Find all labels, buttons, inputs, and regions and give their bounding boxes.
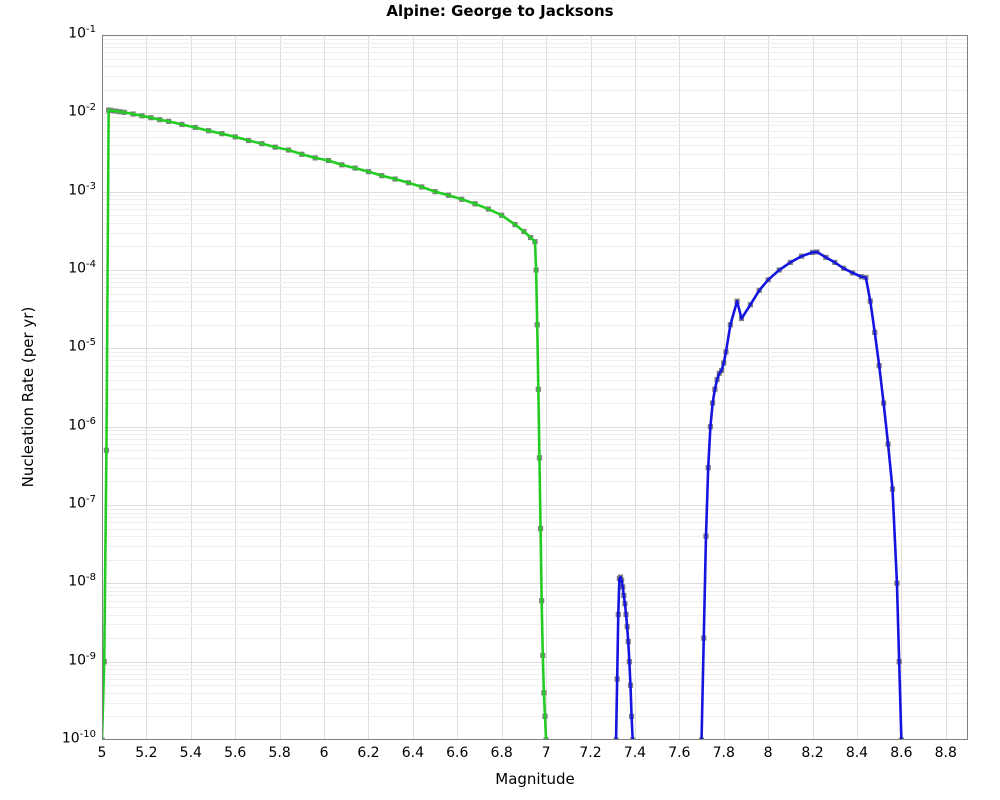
x-tick-label: 5.2 — [135, 745, 158, 761]
series-line — [700, 250, 903, 742]
x-axis-label: Magnitude — [495, 770, 575, 788]
x-tick-label: 6.8 — [490, 745, 513, 761]
y-tick-label: 10-10 — [61, 729, 96, 747]
x-tick-label: 8.2 — [801, 745, 824, 761]
series-line — [100, 108, 548, 742]
x-tick-label: 5.4 — [179, 745, 202, 761]
x-tick-label: 7.4 — [623, 745, 647, 761]
x-tick-label: 5.6 — [224, 745, 247, 761]
x-tick-label: 6.6 — [446, 745, 469, 761]
y-tick-label: 10-2 — [68, 102, 96, 120]
y-tick-label: 10-3 — [68, 180, 96, 199]
plot-area — [99, 35, 968, 743]
y-axis-label: Nucleation Rate (per yr) — [19, 306, 37, 488]
y-tick-label: 10-6 — [68, 415, 96, 434]
x-tick-label: 8.4 — [845, 745, 869, 761]
x-tick-label: 6.4 — [401, 745, 424, 761]
plot-border — [102, 35, 968, 740]
y-tick-label: 10-8 — [68, 572, 96, 590]
y-tick-label: 10-7 — [68, 494, 96, 512]
y-tick-label: 10-4 — [68, 259, 96, 277]
x-tick-label: 5 — [97, 745, 107, 761]
x-tick-label: 7 — [541, 745, 551, 761]
x-tick-label: 8.8 — [934, 745, 957, 761]
x-tick-label: 7.6 — [668, 745, 691, 761]
x-tick-label: 6 — [319, 745, 329, 761]
series-line — [614, 575, 635, 742]
x-tick-label: 5.8 — [268, 745, 291, 761]
x-tick-label: 8 — [763, 745, 773, 761]
data-series-group — [99, 107, 904, 743]
y-tick-label: 10-9 — [68, 650, 96, 669]
x-tick-label: 8.6 — [890, 745, 913, 761]
x-tick-label: 7.8 — [712, 745, 735, 761]
plot-background — [102, 35, 968, 740]
x-tick-label: 7.2 — [579, 745, 602, 761]
y-tick-label: 10-5 — [68, 337, 96, 355]
y-tick-label: 10-1 — [68, 24, 96, 42]
chart-title: Alpine: George to Jacksons — [386, 2, 614, 20]
x-tick-label: 6.2 — [357, 745, 380, 761]
series-fault-rupture-rate — [698, 249, 904, 743]
plot-svg — [99, 35, 968, 743]
